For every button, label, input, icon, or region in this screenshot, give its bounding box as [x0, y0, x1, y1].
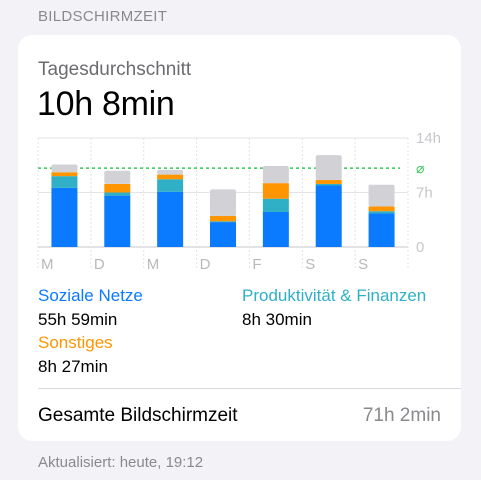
bar-productivity-4[interactable]: [262, 198, 289, 212]
legend-other-name: Sonstiges: [38, 333, 113, 352]
legend-productivity-name: Produktivität & Finanzen: [242, 286, 427, 305]
day-label: S: [358, 256, 368, 273]
legend-social-value: 55h 59min: [38, 310, 118, 329]
day-label: M: [41, 256, 54, 273]
bar-rest-5[interactable]: [315, 155, 342, 181]
bar-rest-0[interactable]: [51, 164, 78, 173]
average-marker: ⌀: [416, 160, 424, 176]
bar-rest-2[interactable]: [157, 169, 184, 175]
bar-productivity-1[interactable]: [104, 192, 131, 196]
bar-social-5[interactable]: [315, 185, 342, 247]
last-updated-text: Aktualisiert: heute, 19:12: [38, 454, 204, 471]
bar-other-4[interactable]: [262, 183, 289, 199]
day-label: S: [305, 256, 315, 273]
y-tick-label: 7h: [416, 185, 433, 202]
bar-social-1[interactable]: [104, 195, 131, 247]
legend-other-value: 8h 27min: [38, 357, 108, 376]
bar-other-0[interactable]: [51, 172, 78, 177]
total-screen-time-label: Gesamte Bildschirmzeit: [38, 405, 238, 426]
bar-productivity-0[interactable]: [51, 176, 78, 188]
bar-rest-6[interactable]: [368, 184, 395, 207]
bar-other-3[interactable]: [210, 215, 236, 222]
day-label: D: [94, 256, 105, 273]
daily-average-label: Tagesdurchschnitt: [38, 59, 192, 80]
bar-productivity-6[interactable]: [368, 211, 395, 214]
legend-social-name: Soziale Netze: [38, 286, 143, 305]
bar-rest-4[interactable]: [262, 166, 289, 184]
day-label: F: [252, 256, 261, 273]
day-label: M: [147, 256, 160, 273]
bar-social-3[interactable]: [210, 222, 236, 247]
legend-productivity-value: 8h 30min: [242, 310, 312, 329]
bar-other-1[interactable]: [104, 183, 131, 193]
usage-bar-chart[interactable]: ⌀ 0 7h 14h M D M D F S S: [18, 35, 461, 280]
day-label: D: [200, 256, 211, 273]
screen-time-card[interactable]: Tagesdurchschnitt 10h 8min ⌀ 0 7h 14h M D M D F S…: [18, 35, 461, 441]
daily-average-value: 10h 8min: [37, 85, 175, 123]
bar-other-5[interactable]: [315, 180, 342, 184]
bar-rest-1[interactable]: [104, 170, 131, 184]
bar-social-2[interactable]: [157, 191, 184, 247]
bar-social-0[interactable]: [51, 187, 78, 247]
bar-productivity-5[interactable]: [315, 183, 342, 186]
bar-other-2[interactable]: [157, 174, 184, 180]
bar-productivity-2[interactable]: [157, 179, 184, 192]
bar-rest-3[interactable]: [210, 189, 236, 216]
divider: [38, 388, 461, 389]
bar-social-4[interactable]: [262, 211, 289, 247]
total-screen-time-value: 71h 2min: [362, 405, 441, 426]
bar-other-6[interactable]: [368, 206, 395, 212]
bar-social-6[interactable]: [368, 213, 395, 247]
bar-productivity-3[interactable]: [210, 221, 236, 223]
y-tick-label: 14h: [416, 130, 441, 147]
y-tick-label: 0: [416, 239, 424, 256]
section-header: BILDSCHIRMZEIT: [38, 8, 168, 25]
